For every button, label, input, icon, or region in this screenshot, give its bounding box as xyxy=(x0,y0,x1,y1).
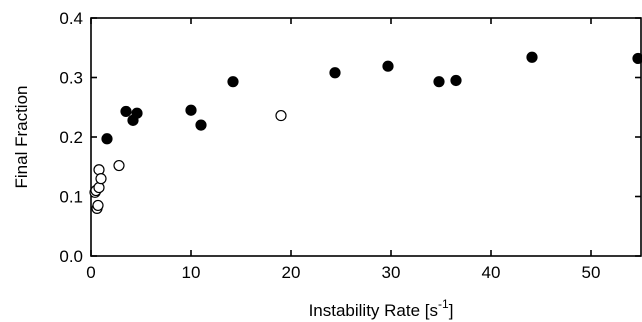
data-point-filled xyxy=(227,76,239,88)
x-tick-label: 0 xyxy=(86,263,95,282)
ticks xyxy=(90,17,641,257)
y-tick-label: 0.3 xyxy=(59,69,83,88)
tick-labels: 0 10 20 30 40 50 0.0 0.1 0.2 0.3 0.4 xyxy=(59,9,600,282)
y-tick-label: 0.2 xyxy=(59,128,83,147)
data-points xyxy=(89,51,642,214)
data-point-filled xyxy=(382,60,394,72)
y-tick-label: 0.4 xyxy=(59,9,83,28)
data-point-open xyxy=(92,199,104,212)
x-axis-title: Instability Rate [s-1] xyxy=(309,297,454,320)
data-point-open xyxy=(95,173,107,185)
x-tick-label: 20 xyxy=(282,263,301,282)
data-point-filled xyxy=(101,133,113,145)
plot-frame xyxy=(90,17,642,257)
x-tick-label: 10 xyxy=(182,263,201,282)
x-tick-label: 50 xyxy=(582,263,601,282)
x-axis-title-sup: -1 xyxy=(438,297,449,311)
data-point-open xyxy=(275,109,287,122)
data-point-filled xyxy=(131,107,143,119)
data-point-filled xyxy=(433,76,445,88)
x-tick-label: 40 xyxy=(482,263,501,282)
data-point-open xyxy=(93,164,105,176)
y-tick-label: 0.0 xyxy=(59,247,83,266)
data-point-filled xyxy=(450,74,462,87)
x-tick-label: 30 xyxy=(382,263,401,282)
data-point-open xyxy=(113,159,125,172)
data-point-open xyxy=(93,181,105,194)
x-axis-title-end: ] xyxy=(449,301,454,320)
data-point-filled xyxy=(195,119,207,131)
x-axis-title-main: Instability Rate [s xyxy=(309,301,438,320)
data-point-filled xyxy=(185,104,197,116)
data-point-filled xyxy=(329,67,341,79)
y-tick-label: 0.1 xyxy=(59,188,83,207)
axes xyxy=(90,17,642,257)
data-point-filled xyxy=(526,51,538,63)
data-point-filled xyxy=(120,105,132,118)
y-axis-title: Final Fraction xyxy=(12,86,31,189)
data-point-filled xyxy=(632,52,642,65)
